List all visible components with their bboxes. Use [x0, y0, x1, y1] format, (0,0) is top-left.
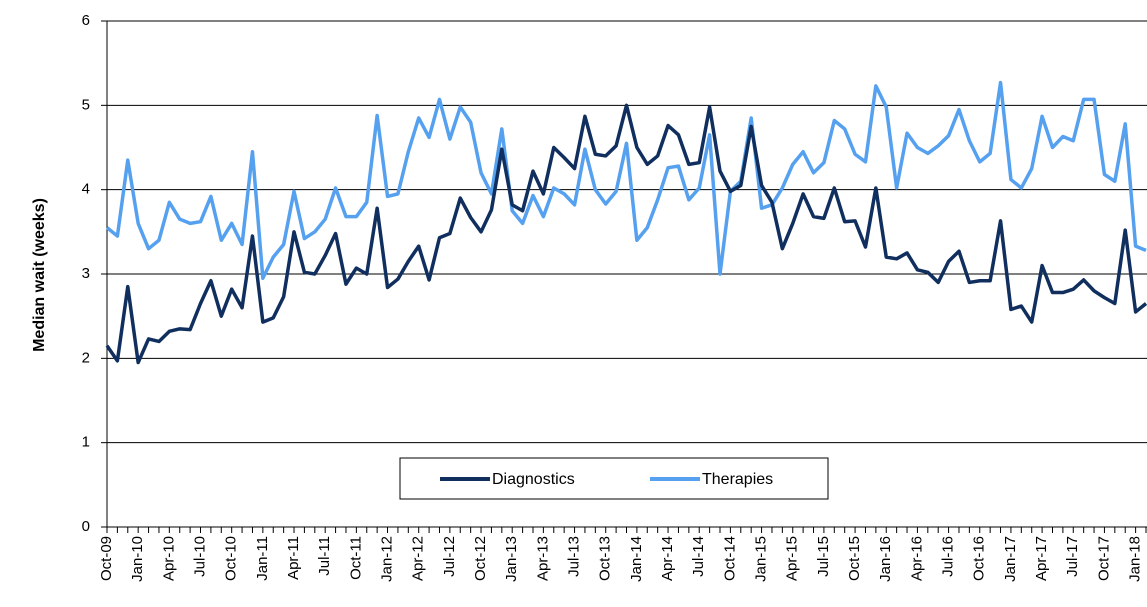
x-tick-label: Oct-14	[721, 536, 738, 581]
y-tick-label: 5	[82, 96, 90, 113]
x-tick-label: Jul-14	[690, 536, 707, 577]
x-tick-label: Oct-13	[597, 536, 614, 581]
x-tick-label: Oct-12	[472, 536, 489, 581]
y-axis-title: Median wait (weeks)	[31, 198, 48, 352]
y-tick-label: 4	[82, 181, 90, 198]
data-line	[105, 103, 1147, 365]
y-tick-label: 3	[82, 265, 90, 282]
y-tick-label: 0	[82, 518, 90, 535]
x-tick-label: Oct-16	[971, 536, 988, 581]
x-tick-label: Apr-13	[534, 536, 551, 581]
x-tick-label: Jan-14	[628, 536, 645, 582]
data-line	[105, 80, 1147, 280]
x-tick-label: Jan-18	[1127, 536, 1144, 582]
x-tick-label: Apr-10	[160, 536, 177, 581]
x-tick-label: Jan-15	[753, 536, 770, 582]
x-tick-label: Apr-17	[1033, 536, 1050, 581]
x-tick-label: Jan-12	[378, 536, 395, 582]
x-tick-label: Apr-15	[784, 536, 801, 581]
x-tick-label: Oct-09	[98, 536, 115, 581]
x-tick-label: Jul-13	[566, 536, 583, 577]
x-tick-label: Oct-17	[1095, 536, 1112, 581]
x-tick-label: Apr-12	[410, 536, 427, 581]
x-tick-label: Jul-17	[1064, 536, 1081, 577]
y-tick-label: 2	[82, 349, 90, 366]
x-tick-label: Jan-16	[877, 536, 894, 582]
x-tick-label: Oct-10	[223, 536, 240, 581]
x-tick-label: Jul-11	[316, 536, 333, 576]
x-tick-label: Jan-11	[254, 536, 271, 581]
y-tick-label: 6	[82, 12, 90, 29]
x-tick-label: Oct-11	[347, 536, 364, 580]
x-tick-label: Apr-11	[285, 536, 302, 580]
legend-label: Diagnostics	[492, 471, 575, 488]
legend-label: Therapies	[702, 471, 773, 488]
x-tick-label: Jan-17	[1002, 536, 1019, 582]
y-tick-label: 1	[82, 434, 90, 451]
x-tick-label: Jul-10	[191, 536, 208, 577]
x-tick-label: Apr-14	[659, 536, 676, 581]
x-tick-label: Apr-16	[908, 536, 925, 581]
x-tick-label: Jan-10	[129, 536, 146, 582]
x-tick-label: Oct-15	[846, 536, 863, 581]
x-tick-label: Jul-15	[815, 536, 832, 577]
x-tick-label: Jul-12	[441, 536, 458, 577]
x-tick-label: Jan-13	[503, 536, 520, 582]
x-tick-label: Jul-16	[940, 536, 957, 577]
